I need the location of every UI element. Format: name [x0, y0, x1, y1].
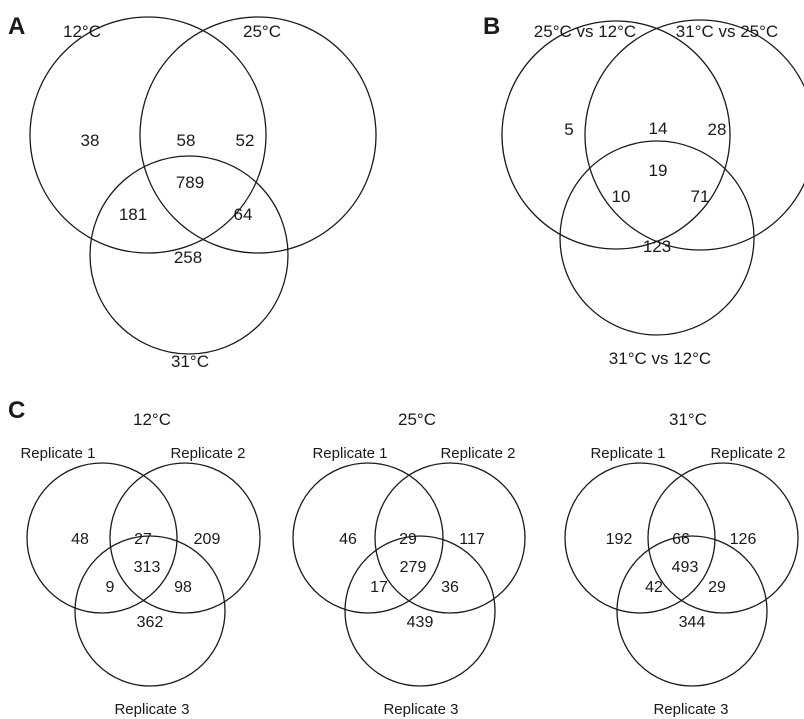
venn-12c-replicates: 12°C Replicate 1 Replicate 2 Replicate 3… [20, 410, 261, 718]
count-only-31c-vs-12c: 123 [643, 237, 671, 256]
count-only-replicate-3: 362 [137, 614, 164, 631]
set-label-replicate-1: Replicate 1 [20, 445, 95, 462]
count-replicate-1-3: 9 [106, 579, 115, 596]
count-only-25c: 52 [236, 131, 255, 150]
count-only-replicate-2: 117 [459, 531, 485, 548]
set-label-25c-vs-12c: 25°C vs 12°C [534, 22, 636, 41]
set-label-replicate-3: Replicate 3 [653, 701, 728, 718]
venn-circle-replicate-2 [647, 462, 799, 614]
count-only-replicate-3: 439 [407, 614, 434, 631]
count-replicate-1-3: 42 [645, 579, 663, 596]
set-label-31c-vs-12c: 31°C vs 12°C [609, 349, 711, 368]
venn-circle-replicate-2 [109, 462, 261, 614]
count-bc: 71 [691, 187, 710, 206]
venn-circle-replicate-3 [616, 535, 768, 687]
venn-circle-12c [29, 16, 267, 254]
count-replicate-2-3: 98 [174, 579, 192, 596]
count-12c-25c: 58 [177, 131, 196, 150]
count-replicate-1-3: 17 [370, 579, 388, 596]
venn-circle-replicate-2 [374, 462, 526, 614]
panel-b: B 25°C vs 12°C 31°C vs 25°C 31°C vs 12°C… [483, 13, 804, 368]
set-label-31c: 31°C [171, 352, 209, 371]
venn-circle-31c-vs-25c [584, 19, 804, 251]
count-all-replicates: 279 [400, 559, 427, 576]
count-replicate-1-2: 27 [134, 531, 152, 548]
set-label-replicate-2: Replicate 2 [440, 445, 515, 462]
count-25c-31c: 64 [234, 205, 253, 224]
venn-25c-replicates: 25°C Replicate 1 Replicate 2 Replicate 3… [292, 410, 526, 718]
venn-circle-replicate-3 [344, 535, 496, 687]
panel-a-letter: A [8, 13, 25, 40]
venn-circle-31c [89, 155, 289, 355]
count-only-12c: 38 [81, 131, 100, 150]
venn-circle-31c-vs-12c [559, 140, 755, 336]
diagram-title: 12°C [133, 410, 171, 429]
venn-circle-replicate-1 [564, 462, 716, 614]
set-label-25c: 25°C [243, 22, 281, 41]
count-all-three: 789 [176, 173, 204, 192]
count-replicate-1-2: 66 [672, 531, 690, 548]
count-all-replicates: 313 [134, 559, 161, 576]
set-label-12c: 12°C [63, 22, 101, 41]
venn-circle-replicate-3 [74, 535, 226, 687]
count-all-replicates: 493 [672, 559, 699, 576]
count-only-25c-vs-12c: 5 [564, 120, 573, 139]
panel-c-letter: C [8, 397, 25, 424]
diagram-title: 31°C [669, 410, 707, 429]
count-12c-31c: 181 [119, 205, 147, 224]
count-only-31c: 258 [174, 248, 202, 267]
set-label-replicate-2: Replicate 2 [170, 445, 245, 462]
venn-31c-replicates: 31°C Replicate 1 Replicate 2 Replicate 3… [564, 410, 799, 718]
panel-c: C 12°C Replicate 1 Replicate 2 Replicate… [8, 397, 799, 718]
count-only-replicate-2: 209 [194, 531, 221, 548]
set-label-replicate-3: Replicate 3 [114, 701, 189, 718]
set-label-replicate-2: Replicate 2 [710, 445, 785, 462]
count-only-replicate-2: 126 [730, 531, 757, 548]
count-only-replicate-1: 48 [71, 531, 89, 548]
set-label-31c-vs-25c: 31°C vs 25°C [676, 22, 778, 41]
count-replicate-2-3: 29 [708, 579, 726, 596]
count-only-replicate-1: 192 [606, 531, 633, 548]
count-ab: 14 [649, 119, 668, 138]
count-only-31c-vs-25c: 28 [708, 120, 727, 139]
count-replicate-1-2: 29 [399, 531, 417, 548]
count-only-replicate-1: 46 [339, 531, 357, 548]
set-label-replicate-3: Replicate 3 [383, 701, 458, 718]
set-label-replicate-1: Replicate 1 [590, 445, 665, 462]
panel-b-letter: B [483, 13, 500, 40]
count-ac: 10 [612, 187, 631, 206]
count-all-three: 19 [649, 161, 668, 180]
diagram-title: 25°C [398, 410, 436, 429]
venn-circle-replicate-1 [26, 462, 178, 614]
panel-a: A 12°C 25°C 31°C 38 58 52 789 181 64 258 [8, 13, 377, 371]
venn-circle-25c [139, 16, 377, 254]
venn-circle-replicate-1 [292, 462, 444, 614]
venn-circle-25c-vs-12c [501, 20, 731, 250]
count-replicate-2-3: 36 [441, 579, 459, 596]
count-only-replicate-3: 344 [679, 614, 706, 631]
set-label-replicate-1: Replicate 1 [312, 445, 387, 462]
